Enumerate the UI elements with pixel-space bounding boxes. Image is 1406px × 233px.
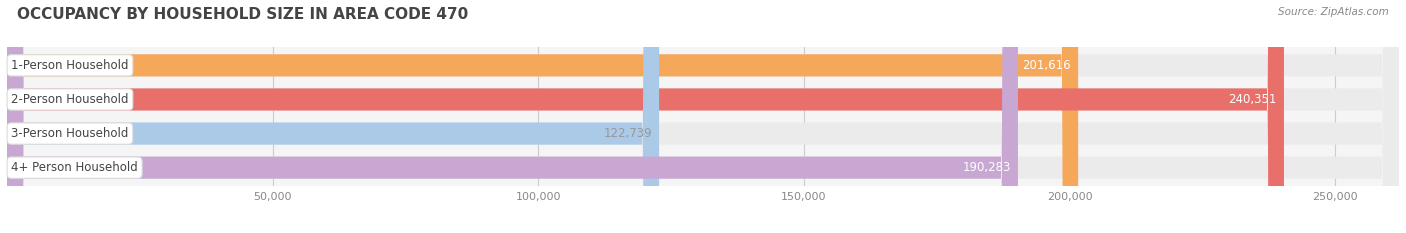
Text: 1-Person Household: 1-Person Household <box>11 59 129 72</box>
FancyBboxPatch shape <box>7 0 1284 233</box>
Text: 201,616: 201,616 <box>1022 59 1071 72</box>
FancyBboxPatch shape <box>7 0 1399 233</box>
FancyBboxPatch shape <box>7 0 1399 233</box>
FancyBboxPatch shape <box>7 0 659 233</box>
FancyBboxPatch shape <box>7 0 1078 233</box>
Text: 240,351: 240,351 <box>1229 93 1277 106</box>
FancyBboxPatch shape <box>7 0 1018 233</box>
Text: 2-Person Household: 2-Person Household <box>11 93 129 106</box>
Text: 3-Person Household: 3-Person Household <box>11 127 128 140</box>
FancyBboxPatch shape <box>7 0 1399 233</box>
Text: Source: ZipAtlas.com: Source: ZipAtlas.com <box>1278 7 1389 17</box>
Text: 122,739: 122,739 <box>603 127 652 140</box>
Text: 190,283: 190,283 <box>963 161 1011 174</box>
FancyBboxPatch shape <box>7 0 1399 233</box>
Text: OCCUPANCY BY HOUSEHOLD SIZE IN AREA CODE 470: OCCUPANCY BY HOUSEHOLD SIZE IN AREA CODE… <box>17 7 468 22</box>
Text: 4+ Person Household: 4+ Person Household <box>11 161 138 174</box>
